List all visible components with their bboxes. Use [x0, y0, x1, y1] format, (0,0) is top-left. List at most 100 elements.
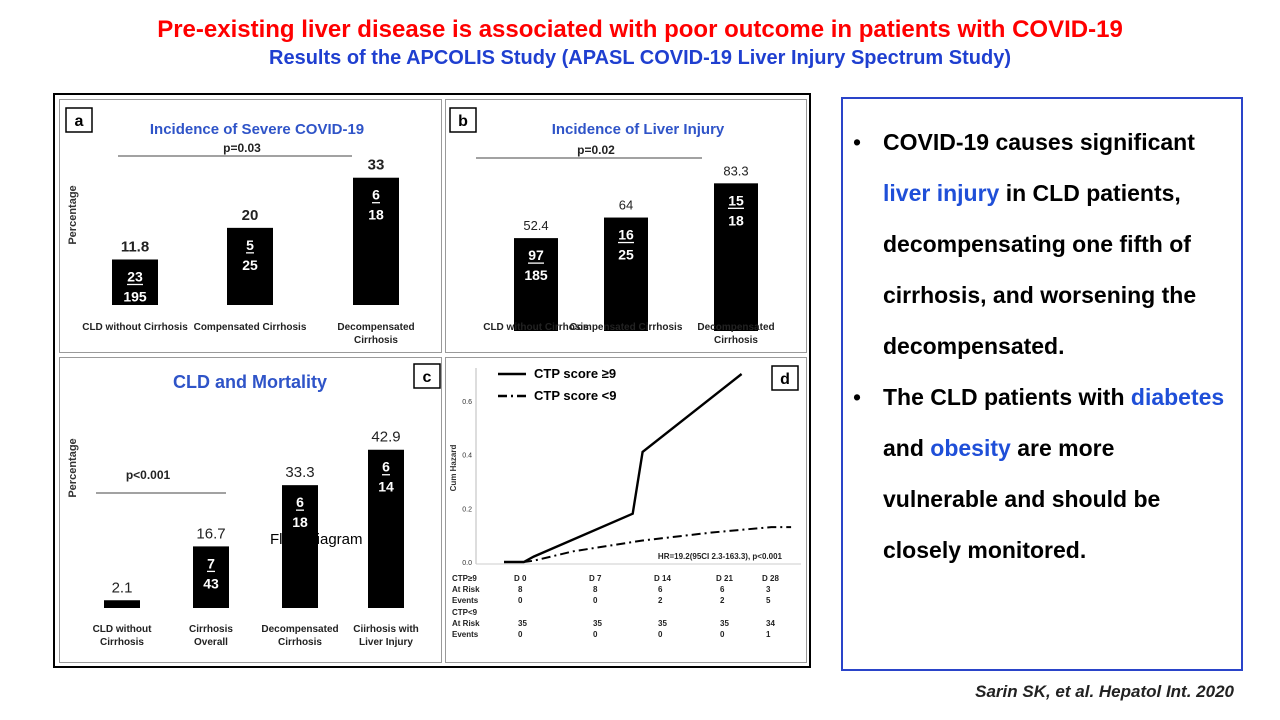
events-value: 0 — [720, 630, 725, 639]
panel-letter: b — [458, 113, 468, 130]
y-tick-label: 0.0 — [462, 560, 472, 567]
citation: Sarin SK, et al. Hepatol Int. 2020 — [975, 682, 1234, 701]
events-value: 0 — [518, 596, 523, 605]
events-value: 0 — [658, 630, 663, 639]
bullet-text: are more vulnerable and should be closel… — [883, 435, 1161, 563]
at-risk-value: 35 — [720, 619, 729, 628]
category-label: Decompensated Cirrhosis — [337, 322, 414, 346]
at-risk-value: 8 — [518, 585, 523, 594]
category-label: Compensated Cirrhosis — [194, 322, 307, 333]
fraction-denominator: 195 — [123, 288, 147, 304]
at-risk-value: 35 — [518, 619, 527, 628]
events-value: 0 — [593, 596, 598, 605]
fraction-numerator: 7 — [207, 555, 215, 571]
slide-subtitle: Results of the APCOLIS Study (APASL COVI… — [269, 47, 1011, 69]
timepoint-label: D 21 — [716, 574, 733, 583]
at-risk-value: 34 — [766, 619, 775, 628]
bar — [368, 449, 404, 608]
at-risk-value: 35 — [658, 619, 667, 628]
at-risk-label: At Risk — [452, 619, 480, 628]
bar-chart-a: a Incidence of Severe COVID-19 Percentage p… — [65, 107, 415, 346]
legend-entry: CTP score <9 — [534, 388, 617, 403]
category-label: CLD without Cirrhosis — [82, 322, 188, 333]
panel-c-mortality: c CLD and Mortality Percentage p<0.001 2.1 CL… — [59, 357, 442, 663]
data-label: 64 — [619, 198, 633, 213]
category-label: Ciirhosis with Liver Injury — [353, 624, 419, 648]
y-tick-label: 0.6 — [462, 399, 472, 406]
data-label: 42.9 — [371, 429, 400, 446]
flow-diagram-overlay-text: Flow Diagram — [270, 531, 363, 548]
panel-letter: a — [75, 113, 84, 130]
events-label: Events — [452, 630, 479, 639]
p-value-label: p<0.001 — [126, 468, 171, 482]
slide-title: Pre-existing liver disease is associated… — [157, 16, 1123, 43]
bullet-dot: • — [853, 129, 862, 155]
data-label: 16.7 — [196, 525, 225, 542]
risk-group-label: CTP<9 — [452, 608, 478, 617]
events-label: Events — [452, 596, 479, 605]
fraction-numerator: 23 — [127, 268, 143, 284]
events-value: 0 — [593, 630, 598, 639]
data-label: 2.1 — [112, 579, 133, 596]
data-label: 20 — [242, 207, 259, 224]
fraction-denominator: 18 — [368, 207, 384, 223]
at-risk-value: 8 — [593, 585, 598, 594]
bullet-text: COVID-19 causes significant — [883, 129, 1195, 155]
fraction-numerator: 97 — [528, 247, 544, 263]
fraction-numerator: 15 — [728, 192, 744, 208]
line-chart-d: d 0.0 0.2 0.4 0.6 Cum Hazard CTP score ≥9 CTP s… — [449, 365, 801, 639]
bar-chart-b: b Incidence of Liver Injury p=0.02 52.4 97 18… — [449, 107, 775, 346]
highlight-term: obesity — [930, 435, 1011, 461]
summary-bullet: • COVID-19 causes significant liver injur… — [843, 117, 1241, 372]
at-risk-label: At Risk — [452, 585, 480, 594]
events-value: 2 — [658, 596, 663, 605]
panel-letter-box — [771, 365, 799, 391]
summary-bullet: • The CLD patients with diabetes and obes… — [843, 372, 1241, 576]
fraction-numerator: 5 — [246, 237, 254, 253]
highlight-term: liver injury — [883, 180, 1000, 206]
y-axis-label: Percentage — [67, 438, 79, 497]
fraction-numerator: 16 — [618, 227, 634, 243]
events-value: 0 — [518, 630, 523, 639]
fraction-numerator: 6 — [296, 494, 304, 510]
panel-letter: c — [423, 369, 432, 386]
events-value: 5 — [766, 596, 771, 605]
chart-title: CLD and Mortality — [173, 372, 327, 392]
bar — [353, 177, 399, 305]
panel-d-cum-hazard: d 0.0 0.2 0.4 0.6 Cum Hazard CTP score ≥9 CTP s… — [445, 357, 807, 663]
panel-b-liver-injury: b Incidence of Liver Injury p=0.02 52.4 97 18… — [445, 99, 807, 353]
category-label: Decompensated Cirrhosis — [697, 322, 774, 346]
y-tick-label: 0.4 — [462, 453, 472, 460]
timepoint-label: D 7 — [589, 574, 602, 583]
series-line-ctp-high — [504, 373, 743, 564]
p-value-label: p=0.03 — [223, 141, 261, 155]
at-risk-value: 6 — [658, 585, 663, 594]
at-risk-value: 35 — [593, 619, 602, 628]
summary-box: • COVID-19 causes significant liver injur… — [841, 97, 1243, 671]
bar — [514, 238, 558, 331]
fraction-denominator: 18 — [292, 514, 308, 530]
fraction-denominator: 43 — [203, 575, 219, 591]
data-label: 33 — [368, 157, 385, 174]
fraction-numerator: 6 — [382, 459, 390, 475]
panel-letter-box — [413, 363, 441, 389]
bullet-dot: • — [853, 384, 862, 410]
highlight-term: diabetes — [1130, 384, 1225, 410]
category-label: Decompensated Cirrhosis — [261, 624, 338, 648]
y-axis-label: Cum Hazard — [449, 445, 458, 492]
fraction-denominator: 14 — [378, 479, 394, 495]
panel-a-severe-covid: a Incidence of Severe COVID-19 Percentage p… — [59, 99, 442, 353]
timepoint-label: D 28 — [762, 574, 779, 583]
risk-group-label: CTP≥9 — [452, 574, 477, 583]
panel-letter: d — [780, 371, 790, 388]
data-label: 52.4 — [523, 218, 548, 233]
figure-composite: a Incidence of Severe COVID-19 Percentage p… — [53, 93, 811, 668]
bar — [282, 485, 318, 608]
bar — [227, 227, 273, 305]
fraction-denominator: 18 — [728, 212, 744, 228]
bar — [112, 259, 158, 305]
y-tick-label: 0.2 — [462, 506, 472, 513]
timepoint-label: D 14 — [654, 574, 671, 583]
category-label: Cirrhosis Overall — [189, 624, 233, 648]
p-value-label: p=0.02 — [577, 143, 615, 157]
